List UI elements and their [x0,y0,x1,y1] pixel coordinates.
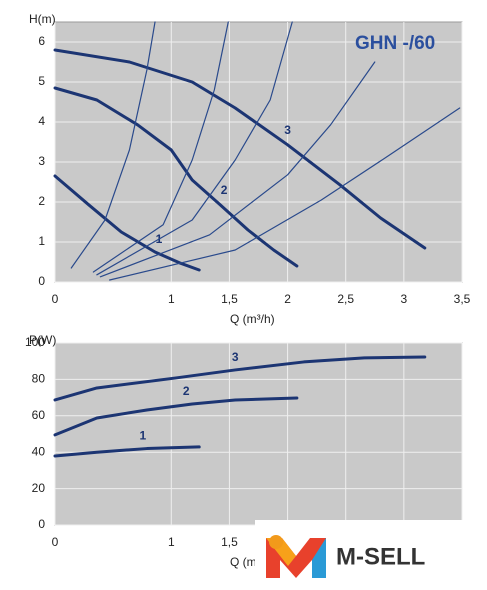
y-tick-label: 3 [38,154,45,168]
x-axis-label: Q (m³/h) [230,312,275,326]
y-tick-label: 4 [38,114,45,128]
curve-label: 2 [183,384,190,398]
y-tick-label: 20 [32,481,46,495]
curve-label: 3 [284,123,291,137]
curve [53,445,201,458]
plot-area [54,342,463,526]
x-tick-label: 2 [284,292,291,306]
y-axis-label: H(m) [29,12,56,26]
chart-title: GHN -/60 [355,33,435,54]
x-tick-label: 1 [168,292,175,306]
y-tick-label: 2 [38,194,45,208]
x-tick-label: 1,5 [221,292,238,306]
x-tick-label: 1,5 [221,535,238,549]
curve [109,107,461,281]
x-tick-label: 1 [168,535,175,549]
x-tick-label: 0 [52,292,59,306]
curve [53,355,427,402]
curve [70,21,156,269]
logo-part [312,538,326,578]
x-tick-label: 3,5 [454,292,471,306]
y-tick-label: 80 [32,372,46,386]
curve [53,48,427,250]
watermark: M-SELL [255,520,487,590]
y-tick-label: 0 [38,274,45,288]
curve-label: 1 [140,429,147,443]
y-tick-label: 0 [38,517,45,531]
x-tick-label: 2,5 [337,292,354,306]
y-tick-label: 100 [25,335,45,349]
y-axis-label: P(W) [29,333,56,347]
curve-label: 3 [232,350,239,364]
charts: 0 1 1,5 2 2,5 3 3,5 0 1 2 3 4 5 6 H(m) Q (m³/h) GHN -/60… [25,12,471,569]
x-tick-label: 3 [401,292,408,306]
curve [53,86,299,268]
curve [92,21,229,273]
curve [53,396,299,437]
x-tick-label: 0 [52,535,59,549]
curve-label: 2 [221,183,228,197]
y-tick-label: 40 [32,444,46,458]
y-tick-label: 1 [38,234,45,248]
watermark-text: M-SELL [336,543,425,570]
curve [96,21,293,276]
curve [99,61,376,278]
y-tick-label: 60 [32,408,46,422]
y-tick-label: 5 [38,74,45,88]
y-tick-label: 6 [38,34,45,48]
logo-dot [269,535,283,549]
